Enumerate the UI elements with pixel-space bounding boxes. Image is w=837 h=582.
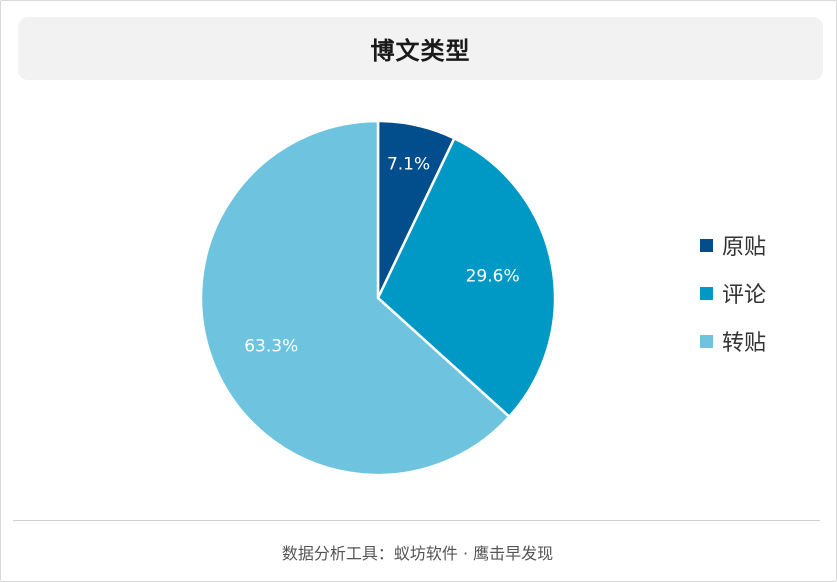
slice-label: 7.1% [387, 154, 430, 174]
legend-item-repost[interactable]: 转贴 [700, 317, 766, 365]
legend-swatch [700, 238, 713, 252]
footer-text: 数据分析工具：蚁坊软件 · 鹰击早发现 [281, 544, 554, 563]
slice-comment[interactable] [376, 137, 557, 418]
legend-label: 原贴 [722, 235, 767, 260]
legend-swatch [700, 334, 713, 348]
legend-item-comment[interactable]: 评论 [700, 269, 766, 317]
legend: 原贴 评论 转贴 [700, 221, 766, 365]
legend-swatch [700, 286, 713, 300]
chart-title: 博文类型 [370, 37, 471, 65]
footer-divider [13, 520, 820, 521]
pie-slices [199, 119, 557, 477]
chart-title-bar: 博文类型 [18, 17, 823, 80]
pie-labels: 7.1% 29.6% 63.3% [244, 154, 519, 356]
legend-label: 评论 [722, 283, 767, 308]
slice-label: 63.3% [244, 336, 298, 356]
slice-repost[interactable] [199, 119, 511, 477]
slice-label: 29.6% [466, 266, 520, 286]
legend-label: 转贴 [722, 331, 767, 356]
legend-item-original[interactable]: 原贴 [700, 221, 766, 269]
